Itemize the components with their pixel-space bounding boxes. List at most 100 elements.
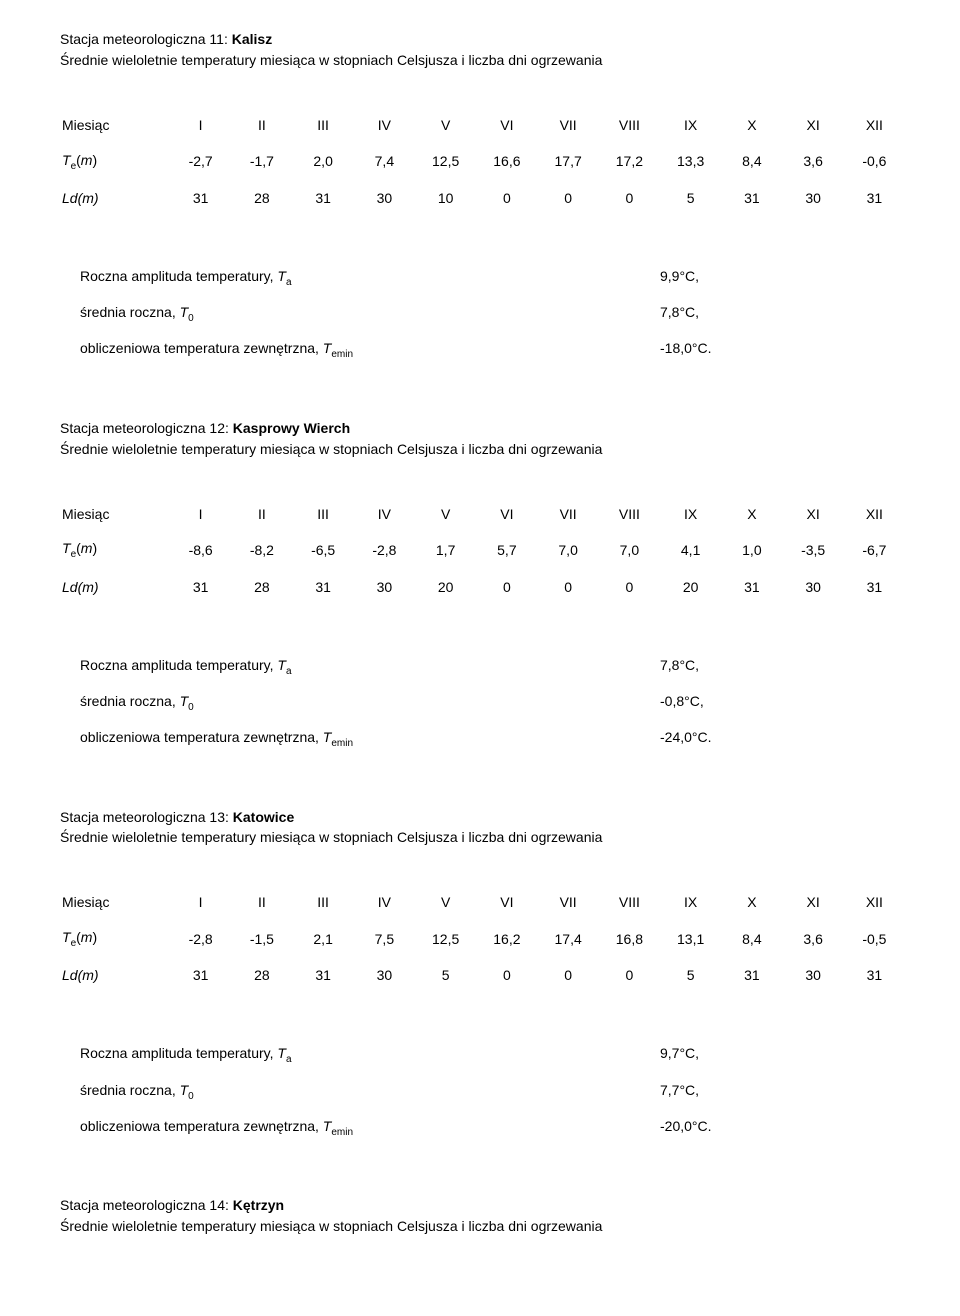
ld-cell: 0	[538, 570, 599, 605]
month-col: XII	[844, 885, 905, 920]
summary-value-calc: -24,0°C.	[660, 728, 712, 750]
te-cell: -6,7	[844, 531, 905, 569]
month-col: V	[415, 497, 476, 532]
station-title: Stacja meteorologiczna 14: Kętrzyn	[60, 1196, 905, 1215]
summary-row-calc: obliczeniowa temperatura zewnętrzna, Tem…	[80, 1110, 905, 1146]
te-cell: 8,4	[721, 143, 782, 181]
station-title: Stacja meteorologiczna 11: Kalisz	[60, 30, 905, 49]
ld-cell: 30	[783, 958, 844, 993]
station-title-name: Kasprowy Wierch	[233, 420, 350, 436]
station-title-prefix: Stacja meteorologiczna 11:	[60, 31, 232, 47]
station-title-prefix: Stacja meteorologiczna 13:	[60, 809, 233, 825]
month-col: X	[721, 497, 782, 532]
row-label-ld: Ld(m)	[60, 958, 170, 993]
month-col: V	[415, 108, 476, 143]
ld-cell: 31	[721, 181, 782, 216]
month-col: IV	[354, 885, 415, 920]
ld-cell: 31	[170, 181, 231, 216]
te-cell: 17,4	[538, 920, 599, 958]
station-block-4: Stacja meteorologiczna 14: Kętrzyn Średn…	[60, 1196, 905, 1236]
month-col: IV	[354, 108, 415, 143]
station-title-name: Kalisz	[232, 31, 272, 47]
row-label-te: Te(m)	[60, 143, 170, 181]
ld-cell: 31	[293, 958, 354, 993]
te-cell: -2,8	[354, 531, 415, 569]
ld-cell: 28	[231, 181, 292, 216]
summary-value-amp: 9,9°C,	[660, 267, 699, 289]
summary-value-calc: -18,0°C.	[660, 339, 712, 361]
row-label-ld: Ld(m)	[60, 181, 170, 216]
ld-cell: 31	[293, 570, 354, 605]
summary-label-amp: Roczna amplituda temperatury, Ta	[80, 1044, 660, 1066]
month-col: XII	[844, 108, 905, 143]
month-col: I	[170, 497, 231, 532]
station-subtitle: Średnie wieloletnie temperatury miesiąca…	[60, 440, 905, 459]
month-col: VI	[476, 885, 537, 920]
month-col: I	[170, 108, 231, 143]
station-title-name: Katowice	[233, 809, 294, 825]
station-title: Stacja meteorologiczna 13: Katowice	[60, 808, 905, 827]
te-cell: 2,0	[293, 143, 354, 181]
ld-cell: 0	[538, 958, 599, 993]
te-cell: -1,5	[231, 920, 292, 958]
summary-value-mean: 7,8°C,	[660, 303, 699, 325]
data-table: Miesiąc I II III IV V VI VII VIII IX X X…	[60, 108, 905, 216]
te-cell: 13,3	[660, 143, 721, 181]
summary-row-mean: średnia roczna, T0 -0,8°C,	[80, 685, 905, 721]
station-subtitle: Średnie wieloletnie temperatury miesiąca…	[60, 1217, 905, 1236]
ld-cell: 20	[660, 570, 721, 605]
te-cell: 1,0	[721, 531, 782, 569]
te-cell: 12,5	[415, 920, 476, 958]
te-cell: 7,4	[354, 143, 415, 181]
ld-cell: 31	[844, 570, 905, 605]
table-row-te: Te(m) -2,8 -1,5 2,1 7,5 12,5 16,2 17,4 1…	[60, 920, 905, 958]
te-cell: 16,2	[476, 920, 537, 958]
te-cell: 7,5	[354, 920, 415, 958]
summary-value-amp: 9,7°C,	[660, 1044, 699, 1066]
te-cell: -0,6	[844, 143, 905, 181]
table-row-header: Miesiąc I II III IV V VI VII VIII IX X X…	[60, 885, 905, 920]
month-col: II	[231, 108, 292, 143]
station-title-prefix: Stacja meteorologiczna 12:	[60, 420, 233, 436]
month-col: III	[293, 885, 354, 920]
table-row-ld: Ld(m) 31 28 31 30 20 0 0 0 20 31 30 31	[60, 570, 905, 605]
summary-block: Roczna amplituda temperatury, Ta 7,8°C, …	[60, 649, 905, 758]
station-block-1: Stacja meteorologiczna 11: Kalisz Średni…	[60, 30, 905, 369]
ld-cell: 0	[599, 570, 660, 605]
te-cell: -3,5	[783, 531, 844, 569]
te-cell: 7,0	[538, 531, 599, 569]
month-col: VII	[538, 108, 599, 143]
row-label-te: Te(m)	[60, 531, 170, 569]
ld-cell: 0	[476, 181, 537, 216]
te-cell: 1,7	[415, 531, 476, 569]
station-title: Stacja meteorologiczna 12: Kasprowy Wier…	[60, 419, 905, 438]
ld-cell: 5	[660, 181, 721, 216]
ld-cell: 28	[231, 570, 292, 605]
te-cell: 4,1	[660, 531, 721, 569]
summary-label-mean: średnia roczna, T0	[80, 692, 660, 714]
te-cell: 17,2	[599, 143, 660, 181]
month-col: X	[721, 885, 782, 920]
summary-label-calc: obliczeniowa temperatura zewnętrzna, Tem…	[80, 339, 660, 361]
month-col: IX	[660, 885, 721, 920]
month-col: VIII	[599, 885, 660, 920]
ld-cell: 20	[415, 570, 476, 605]
table-row-ld: Ld(m) 31 28 31 30 5 0 0 0 5 31 30 31	[60, 958, 905, 993]
te-cell: 17,7	[538, 143, 599, 181]
ld-cell: 30	[783, 570, 844, 605]
ld-cell: 31	[170, 570, 231, 605]
ld-cell: 31	[293, 181, 354, 216]
table-row-te: Te(m) -8,6 -8,2 -6,5 -2,8 1,7 5,7 7,0 7,…	[60, 531, 905, 569]
month-col: XI	[783, 497, 844, 532]
te-cell: 7,0	[599, 531, 660, 569]
summary-row-amp: Roczna amplituda temperatury, Ta 9,9°C,	[80, 260, 905, 296]
row-label-miesiac: Miesiąc	[60, 108, 170, 143]
summary-row-mean: średnia roczna, T0 7,7°C,	[80, 1074, 905, 1110]
station-subtitle: Średnie wieloletnie temperatury miesiąca…	[60, 828, 905, 847]
station-subtitle: Średnie wieloletnie temperatury miesiąca…	[60, 51, 905, 70]
summary-label-amp: Roczna amplituda temperatury, Ta	[80, 267, 660, 289]
month-col: VII	[538, 885, 599, 920]
month-col: III	[293, 108, 354, 143]
te-cell: 3,6	[783, 143, 844, 181]
summary-row-calc: obliczeniowa temperatura zewnętrzna, Tem…	[80, 721, 905, 757]
